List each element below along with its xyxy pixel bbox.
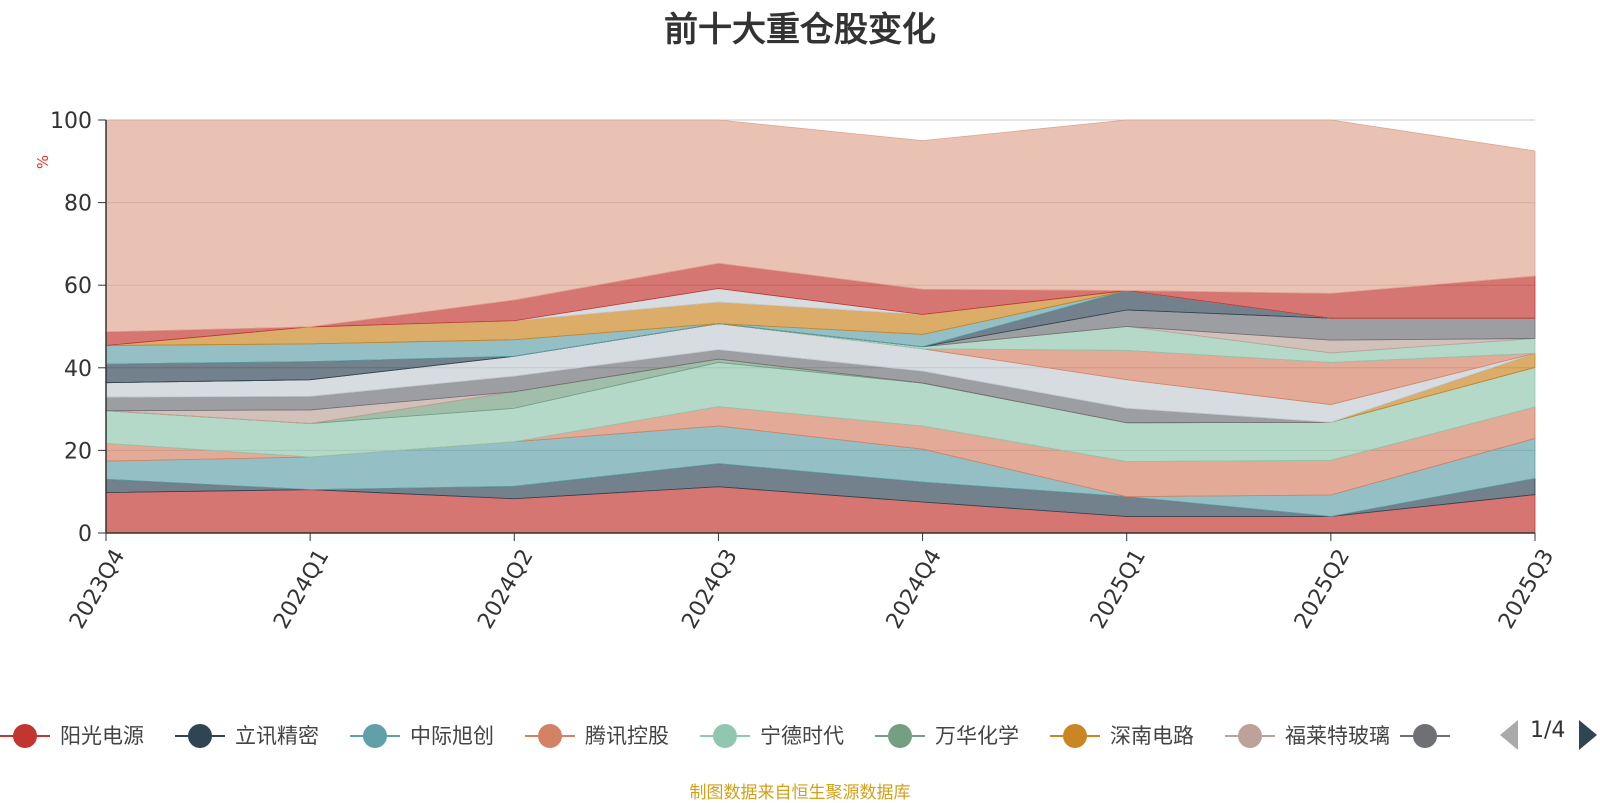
y-tick-label: 100 [50, 109, 92, 134]
legend-dot-icon [888, 724, 912, 748]
y-tick-label: 60 [64, 274, 92, 299]
area-series-19[interactable] [105, 119, 1536, 333]
areas-layer [105, 119, 1536, 534]
y-tick-label: 80 [64, 192, 92, 217]
legend: 阳光电源 立讯精密 中际旭创 腾讯控股 宁德时代 万华化学 深南电路 福莱特玻璃 [0, 716, 1600, 756]
legend-dot-icon [538, 724, 562, 748]
axes-layer [105, 120, 1535, 534]
legend-item[interactable]: 立讯精密 [175, 716, 345, 756]
x-tick-label: 2024Q4 [882, 545, 947, 633]
legend-item[interactable]: 腾讯控股 [525, 716, 695, 756]
legend-item[interactable]: 中际旭创 [350, 716, 520, 756]
x-tick-label: 2025Q3 [1494, 545, 1559, 633]
legend-dot-icon [363, 724, 387, 748]
legend-dot-icon [713, 724, 737, 748]
legend-item[interactable]: 万华化学 [875, 716, 1045, 756]
legend-prev-arrow-icon[interactable] [1500, 720, 1518, 750]
x-tick-label: 2025Q1 [1086, 545, 1151, 633]
legend-label: 中际旭创 [410, 724, 494, 748]
y-tick-label: 20 [64, 439, 92, 464]
x-ticks: 2023Q4 2024Q1 2024Q2 2024Q3 2024Q4 2025Q1 2025… [65, 533, 1559, 633]
legend-label: 宁德时代 [760, 724, 844, 748]
x-tick-label: 2024Q2 [473, 545, 538, 633]
legend-label: 阳光电源 [60, 724, 144, 748]
legend-item[interactable]: 阳光电源 [0, 716, 170, 756]
y-tick-label: 0 [78, 522, 92, 547]
y-tick-label: 40 [64, 357, 92, 382]
legend-label: 万华化学 [935, 724, 1019, 748]
source-note: 制图数据来自恒生聚源数据库 [689, 783, 911, 803]
legend-dot-icon [1238, 724, 1262, 748]
legend-label: 福莱特玻璃 [1285, 724, 1390, 748]
legend-label: 深南电路 [1110, 724, 1194, 748]
y-ticks: 0 20 40 60 80 100 [50, 109, 106, 547]
x-tick-label: 2024Q3 [677, 545, 742, 633]
x-tick-label: 2024Q1 [269, 545, 334, 633]
legend-item[interactable]: 宁德时代 [700, 716, 870, 756]
legend-dot-icon [1413, 724, 1437, 748]
legend-dot-icon [188, 724, 212, 748]
legend-next-arrow-icon[interactable] [1579, 720, 1597, 750]
x-tick-label: 2025Q2 [1290, 545, 1355, 633]
legend-item[interactable] [1400, 716, 1570, 756]
legend-label: 腾讯控股 [585, 724, 669, 748]
legend-label: 立讯精密 [235, 724, 319, 748]
legend-dot-icon [1063, 724, 1087, 748]
y-axis-label: % [34, 155, 52, 169]
chart-title: 前十大重仓股变化 [664, 10, 936, 50]
legend-dot-icon [13, 724, 37, 748]
x-tick-label: 2023Q4 [65, 545, 130, 633]
legend-page-indicator: 1/4 [1530, 718, 1566, 743]
legend-item[interactable]: 深南电路 [1050, 716, 1220, 756]
legend-item[interactable]: 福莱特玻璃 [1225, 716, 1395, 756]
